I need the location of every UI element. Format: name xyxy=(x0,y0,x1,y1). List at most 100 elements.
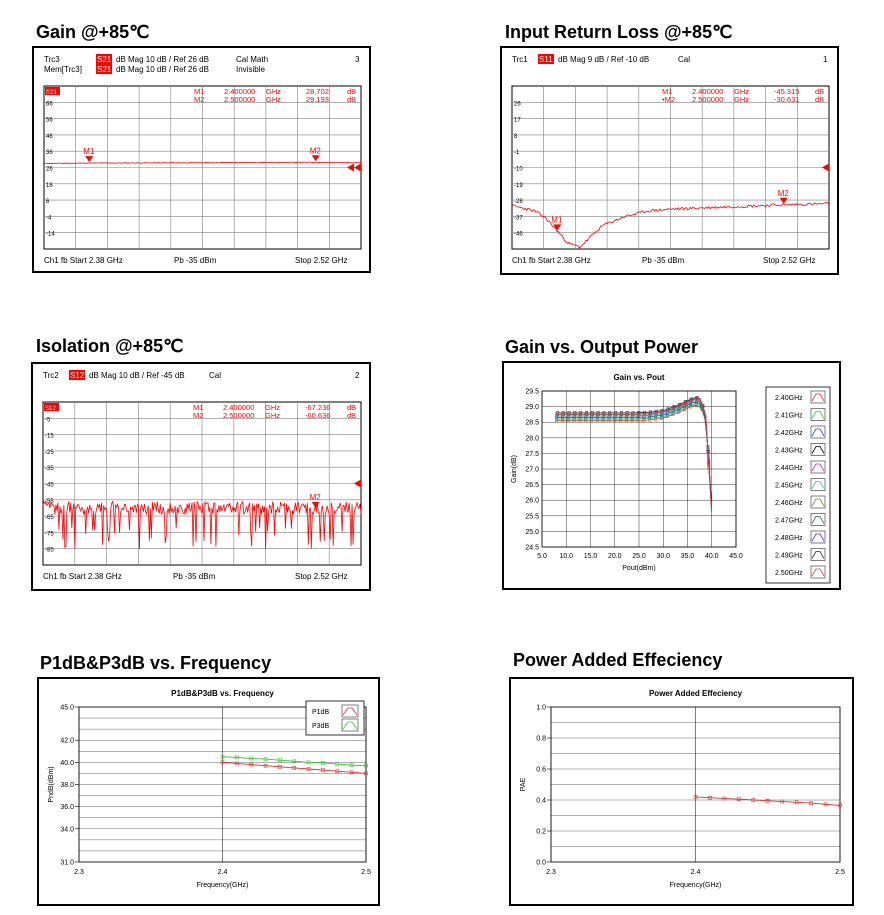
x-tick-label: 2.4 xyxy=(218,869,228,876)
legend-swatch xyxy=(811,498,825,507)
marker-table-frequency: 2.400000 xyxy=(224,87,255,96)
y-axis-label: Gain(dB) xyxy=(511,455,518,483)
legend-label: 2.41GHz xyxy=(775,413,803,420)
marker-triangle xyxy=(311,501,320,508)
x-tick-label: 45.0 xyxy=(729,553,743,560)
marker-table-value-unit: dB xyxy=(347,87,356,96)
series-point xyxy=(660,410,664,414)
y-tick-label: 45.0 xyxy=(60,705,74,712)
param-label: S11 xyxy=(539,55,553,64)
chart-title: Power Added Effeciency xyxy=(649,689,743,698)
y-tick-label: 28.0 xyxy=(525,435,539,442)
marker-table-name: M1 xyxy=(193,403,203,412)
y-tick-label: 38.0 xyxy=(60,782,74,789)
p1db-p3db-heading: P1dB&P3dB vs. Frequency xyxy=(40,653,272,673)
series-point xyxy=(838,803,842,808)
marker-triangle xyxy=(85,156,94,163)
marker-table-frequency-unit: GHz xyxy=(734,87,749,96)
marker-triangle xyxy=(779,197,788,204)
legend-label: 2.47GHz xyxy=(775,518,803,525)
y-tick-label: -28 xyxy=(514,199,523,205)
series-point xyxy=(220,760,225,765)
marker-triangle xyxy=(311,155,320,162)
marker-triangle xyxy=(553,224,562,231)
marker-table-frequency: 2.400000 xyxy=(692,87,723,96)
y-tick-label: 34.0 xyxy=(60,826,74,833)
y-tick-label: -37 xyxy=(514,215,523,221)
series-point xyxy=(555,416,559,419)
y-tick-label: -46 xyxy=(514,232,523,238)
marker-table-value: -30.631 xyxy=(774,95,799,104)
series-point xyxy=(722,796,727,801)
y-tick-label: 26 xyxy=(514,101,521,107)
header-trace-number: 1 xyxy=(823,55,828,64)
isolation-heading: Isolation @+85℃ xyxy=(36,336,184,356)
y-tick-label: 66 xyxy=(46,101,53,107)
series-point xyxy=(306,767,311,771)
marker-table-value-unit: dB xyxy=(347,411,356,420)
series-point xyxy=(684,401,688,405)
x-axis-label: Frequency(GHz) xyxy=(670,882,722,889)
measurement-trace xyxy=(43,161,362,165)
series-point xyxy=(278,758,282,762)
y-tick-label: -85 xyxy=(45,548,54,554)
series-point xyxy=(555,414,559,418)
legend-swatch xyxy=(811,411,825,419)
series-point xyxy=(678,404,682,408)
legend-label: P3dB xyxy=(312,723,329,730)
legend-label: 2.46GHz xyxy=(775,500,803,507)
y-tick-label: -1 xyxy=(514,150,520,156)
y-tick-label: -5 xyxy=(45,417,51,423)
y-tick-label: 25.0 xyxy=(525,529,539,536)
legend-swatch-box xyxy=(810,548,826,561)
series-point xyxy=(590,412,594,416)
legend-label: P1dB xyxy=(312,709,329,716)
x-tick-label: 25.0 xyxy=(632,553,646,560)
marker-table-value-unit: dB xyxy=(815,87,824,96)
marker-table-frequency-unit: GHz xyxy=(734,95,749,104)
y-tick-label: 46 xyxy=(46,134,53,140)
measurement-trace xyxy=(42,500,362,549)
legend-swatch xyxy=(811,463,825,472)
legend-swatch-box xyxy=(810,425,826,439)
header-cal: Cal xyxy=(678,55,690,64)
footer-power: Pb -35 dBm xyxy=(174,256,217,265)
series-point xyxy=(695,397,699,401)
series-point xyxy=(585,412,589,416)
y-tick-label: 17 xyxy=(514,118,521,124)
series-point xyxy=(321,761,325,765)
param-badge xyxy=(96,54,112,64)
marker-table-value: 29.193 xyxy=(306,95,329,104)
legend-swatch-box xyxy=(810,390,826,404)
y-tick-label: 29.5 xyxy=(525,389,539,396)
series-point xyxy=(794,800,799,805)
x-tick-label: 40.0 xyxy=(705,553,719,560)
series-point xyxy=(809,801,813,805)
input-return-loss-chart: Trc1 S11 dB Mag 9 dB / Ref -10 dB Cal 1 26 17 8… xyxy=(511,54,830,265)
marker-table-frequency: 2.500000 xyxy=(692,95,723,104)
legend-swatch-box xyxy=(810,565,826,579)
marker-table-frequency-unit: GHz xyxy=(266,95,281,104)
series-point xyxy=(672,406,676,410)
y-axis-label: PAE xyxy=(520,777,527,791)
x-tick-label: 2.3 xyxy=(546,869,556,876)
series-point xyxy=(263,757,268,761)
legend-swatch-box xyxy=(810,530,826,544)
p1db-p3db-chart-panel: P1dB&P3dB vs. Frequency 2.3 2.4 2.5 31.0 34.0… xyxy=(37,677,380,906)
marker-table-frequency: 2.500000 xyxy=(223,411,254,420)
marker-table-name: M1 xyxy=(194,87,204,96)
input-return-loss-heading: Input Return Loss @+85℃ xyxy=(505,22,733,42)
y-tick-label: 1.0 xyxy=(536,705,546,712)
gain-chart-panel: Trc3 S21 dB Mag 10 dB / Ref 26 dB Cal Math 3… xyxy=(32,46,371,273)
y-tick-label: 24.5 xyxy=(525,545,539,552)
series-point xyxy=(708,795,712,800)
marker-table-value-unit: dB xyxy=(347,95,356,104)
series-point xyxy=(637,412,641,416)
series-point xyxy=(235,761,239,766)
marker-table-frequency-unit: GHz xyxy=(266,87,281,96)
y-tick-label: 29.0 xyxy=(525,404,539,411)
series-point xyxy=(278,764,282,769)
legend-swatch-box xyxy=(810,495,826,509)
header-format: dB Mag 10 dB / Ref -45 dB xyxy=(89,371,185,380)
x-tick-label: 15.0 xyxy=(584,553,598,560)
